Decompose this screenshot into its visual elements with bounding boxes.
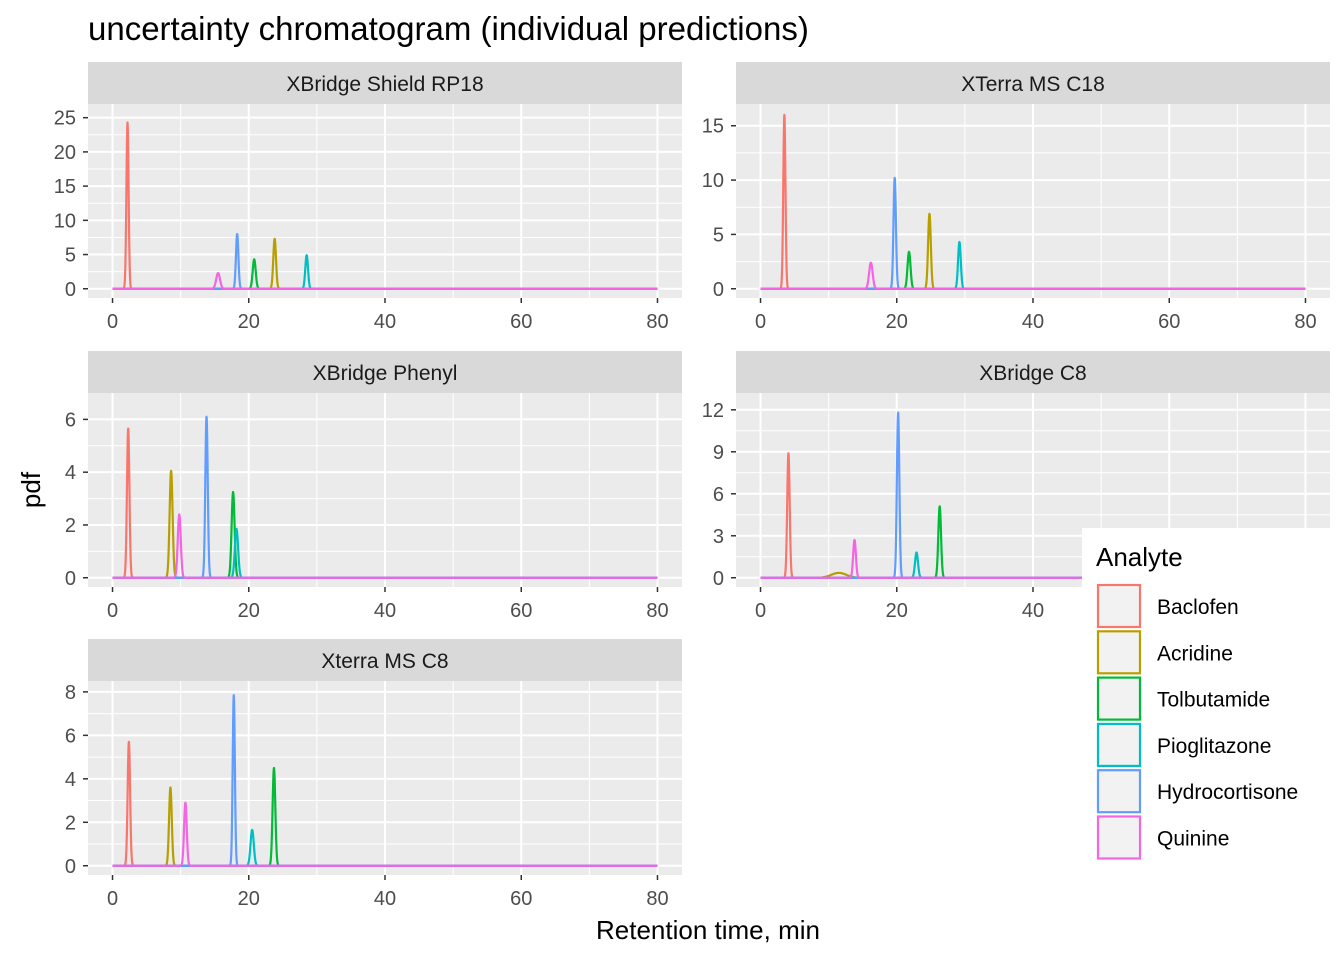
y-tick-label: 2 [65,515,76,537]
facet-panel: XBridge C8020406080036912 [702,351,1330,622]
legend-key [1096,815,1142,860]
series-lines [760,113,1306,290]
y-tick-label: 10 [54,210,76,232]
x-tick-label: 20 [238,311,260,333]
x-tick-label: 40 [374,311,396,333]
x-tick-label: 80 [646,888,668,910]
x-tick-label: 40 [1022,311,1044,333]
y-tick-label: 25 [54,108,76,130]
facet-strip-label: XBridge Phenyl [313,362,458,385]
legend-item: Hydrocortisone [1096,769,1298,814]
facet-strip [88,639,682,681]
facet-strip-label: XTerra MS C18 [961,73,1105,96]
y-axis-title: pdf [16,471,46,508]
x-tick-label: 0 [755,311,766,333]
legend-title: Analyte [1096,542,1183,572]
legend-label: Quinine [1157,828,1229,851]
y-tick-label: 5 [713,224,724,246]
y-tick-label: 9 [713,442,724,464]
series-line-quinine [112,271,658,290]
x-tick-label: 60 [510,311,532,333]
y-tick-label: 0 [713,568,724,590]
facet-strip [736,62,1330,104]
x-tick-label: 0 [107,311,118,333]
y-tick-label: 0 [65,856,76,878]
y-tick-label: 0 [65,279,76,301]
x-tick-label: 20 [238,888,260,910]
legend-label: Baclofen [1157,596,1239,619]
y-tick-label: 10 [702,170,724,192]
x-tick-label: 40 [374,888,396,910]
facet-strip [88,351,682,393]
y-tick-label: 2 [65,812,76,834]
legend-item: Pioglitazone [1096,722,1271,768]
facet-strip [736,351,1330,393]
y-tick-label: 12 [702,400,724,422]
y-tick-label: 4 [65,769,76,791]
x-tick-label: 0 [107,600,118,622]
x-tick-label: 0 [755,600,766,622]
x-tick-label: 60 [1158,311,1180,333]
series-lines [760,411,1306,579]
legend-label: Hydrocortisone [1157,781,1298,804]
facet-strip-label: XBridge C8 [979,362,1086,385]
x-tick-label: 20 [886,311,908,333]
x-axis-title: Retention time, min [596,915,820,945]
series-line-quinine [760,538,1306,579]
legend-key [1096,722,1142,768]
legend-key [1096,769,1142,814]
legend: Analyte Baclofen Acridine Tolbutamide Piogli… [1082,528,1332,874]
y-tick-label: 15 [54,176,76,198]
legend-label: Acridine [1157,642,1233,665]
y-tick-label: 0 [65,568,76,590]
facet-strip-label: Xterra MS C8 [321,650,448,673]
legend-key [1096,676,1142,721]
chart-title: uncertainty chromatogram (individual pre… [88,10,809,47]
x-tick-label: 40 [374,600,396,622]
y-tick-label: 15 [702,116,724,138]
x-tick-label: 80 [1294,311,1316,333]
legend-label: Tolbutamide [1157,689,1270,712]
series-line-quinine [760,261,1306,290]
y-tick-label: 6 [713,484,724,506]
series-line-quinine [112,513,658,579]
x-tick-label: 20 [238,600,260,622]
facet-panel: XTerra MS C18 0 20 40 60 80 0 5 10 15 [702,62,1330,333]
x-tick-label: 40 [1022,600,1044,622]
legend-item: Quinine [1096,815,1229,860]
x-tick-label: 80 [646,600,668,622]
x-tick-label: 60 [510,600,532,622]
x-tick-label: 60 [510,888,532,910]
legend-item: Tolbutamide [1096,676,1270,721]
facet-panel: Xterra MS C8 0 20 40 60 80 0 2 4 6 8 [65,639,682,910]
facet-strip-label: XBridge Shield RP18 [286,73,483,96]
facet-panel: XBridge Phenyl 0 20 40 60 80 0 2 4 6 [65,351,682,622]
y-tick-label: 4 [65,462,76,484]
facet-panel: XBridge Shield RP18 0 20 40 60 80 0 5 10 15 20 25 [54,62,682,333]
x-tick-label: 20 [886,600,908,622]
legend-item: Baclofen [1096,583,1239,629]
y-tick-label: 6 [65,409,76,431]
series-lines [112,415,658,579]
y-tick-label: 0 [713,279,724,301]
y-tick-label: 20 [54,142,76,164]
y-tick-label: 6 [65,725,76,747]
legend-key [1096,583,1142,629]
legend-key [1096,630,1142,675]
legend-label: Pioglitazone [1157,735,1271,758]
series-line-quinine [112,801,658,867]
facet-strip [88,62,682,104]
x-tick-label: 0 [107,888,118,910]
legend-item: Acridine [1096,630,1233,675]
x-tick-label: 80 [646,311,668,333]
series-lines [112,121,658,290]
y-tick-label: 5 [65,245,76,267]
series-lines [112,694,658,867]
y-tick-label: 3 [713,526,724,548]
y-tick-label: 8 [65,682,76,704]
